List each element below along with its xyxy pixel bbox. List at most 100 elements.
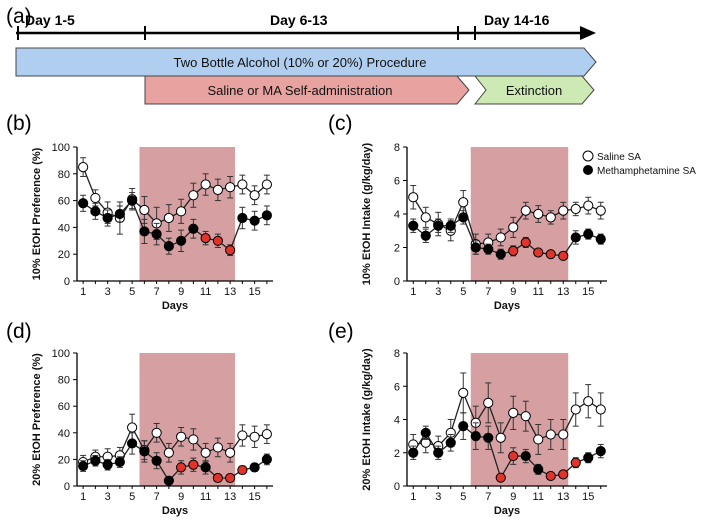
y-axis-title: 10% EtOH Preference (%) xyxy=(31,147,43,280)
y-tick-label: 2 xyxy=(394,243,400,255)
saline-data-point xyxy=(188,190,199,201)
timeline-arrowhead xyxy=(580,26,596,40)
meth-data-point xyxy=(139,446,150,457)
meth-data-point xyxy=(483,432,494,443)
x-tick-label: 9 xyxy=(510,286,516,298)
meth-data-point xyxy=(90,206,101,217)
saline-series-line xyxy=(412,196,601,245)
meth-data-point xyxy=(508,450,519,462)
x-axis-title: Days xyxy=(494,505,520,517)
x-tick-label: 9 xyxy=(510,491,516,503)
meth-data-point xyxy=(558,250,569,261)
meth-data-point xyxy=(470,431,481,442)
saline-data-point xyxy=(545,429,556,440)
meth-data-point xyxy=(433,447,444,458)
saline-data-point xyxy=(533,434,544,445)
saline-data-point xyxy=(176,431,187,442)
meth-data-point xyxy=(495,249,506,260)
y-tick-label: 0 xyxy=(64,481,70,493)
meth-data-point xyxy=(176,462,187,473)
meth-data-point xyxy=(78,198,89,209)
meth-data-point xyxy=(200,462,211,473)
y-tick-label: 20 xyxy=(58,454,70,466)
legend-label-saline: Saline SA xyxy=(597,152,641,163)
y-tick-label: 100 xyxy=(52,348,70,360)
meth-data-point xyxy=(163,241,174,252)
x-tick-label: 3 xyxy=(105,491,111,503)
y-tick-label: 0 xyxy=(394,481,400,493)
meth-data-point xyxy=(408,447,419,458)
x-tick-label: 13 xyxy=(557,286,569,298)
saline-data-point xyxy=(163,447,174,458)
saline-data-point xyxy=(139,204,150,216)
y-tick-label: 4 xyxy=(394,415,400,427)
meth-data-point xyxy=(114,456,125,468)
y-tick-label: 80 xyxy=(58,375,70,387)
x-tick-label: 7 xyxy=(485,286,491,298)
meth-data-point xyxy=(261,454,272,465)
extinction-bar xyxy=(473,75,595,105)
x-tick-label: 1 xyxy=(80,286,86,298)
y-tick-label: 0 xyxy=(394,276,400,288)
saline-data-point xyxy=(188,434,199,445)
meth-series-line xyxy=(82,442,268,482)
meth-data-point xyxy=(237,464,248,476)
saline-data-point xyxy=(508,222,519,233)
saline-data-point xyxy=(558,205,569,216)
period-label-3: Day 14-16 xyxy=(484,12,550,28)
saline-data-point xyxy=(495,432,506,443)
meth-data-point xyxy=(249,462,260,473)
saline-data-point xyxy=(225,447,236,458)
saline-data-point xyxy=(570,404,581,415)
x-tick-label: 3 xyxy=(105,286,111,298)
shaded-self-administration-region xyxy=(139,147,236,281)
saline-data-point xyxy=(558,429,569,440)
meth-data-point xyxy=(139,226,150,237)
meth-data-point xyxy=(163,475,174,486)
x-tick-label: 11 xyxy=(533,286,544,298)
x-tick-label: 5 xyxy=(129,286,135,298)
y-axis-title: 10% EtOH Intake (g/kg/day) xyxy=(361,142,373,285)
saline-data-point xyxy=(508,407,519,418)
meth-data-point xyxy=(114,208,125,220)
meth-data-point xyxy=(78,460,89,472)
x-tick-label: 15 xyxy=(582,286,594,298)
y-tick-label: 2 xyxy=(394,448,400,460)
x-tick-label: 15 xyxy=(582,491,594,503)
meth-data-point xyxy=(127,195,138,206)
x-tick-label: 3 xyxy=(435,491,441,503)
x-axis-title: Days xyxy=(162,300,188,312)
y-tick-label: 60 xyxy=(58,401,70,413)
x-tick-label: 11 xyxy=(533,491,544,503)
meth-data-point xyxy=(533,247,544,258)
panel-label-d: (d) xyxy=(6,320,32,343)
saline-series-line xyxy=(82,426,268,463)
saline-data-point xyxy=(249,190,260,201)
saline-data-point xyxy=(483,397,494,408)
meth-data-point xyxy=(90,455,101,466)
saline-data-point xyxy=(595,205,606,216)
meth-data-point xyxy=(570,457,581,468)
x-tick-label: 1 xyxy=(410,491,416,503)
x-tick-label: 15 xyxy=(249,491,261,503)
meth-data-point xyxy=(212,235,223,246)
meth-data-point xyxy=(151,229,162,240)
meth-series-line xyxy=(82,199,268,252)
saline-data-point xyxy=(595,404,606,415)
self-administration-bar xyxy=(144,75,470,105)
meth-data-point xyxy=(470,242,481,253)
meth-series-line xyxy=(412,216,601,257)
meth-data-point xyxy=(595,445,606,457)
meth-data-point xyxy=(249,215,260,226)
legend-marker-saline xyxy=(582,150,594,162)
saline-series-line xyxy=(413,391,602,447)
x-tick-label: 7 xyxy=(485,491,491,503)
meth-data-point xyxy=(188,459,199,470)
saline-data-point xyxy=(249,431,260,442)
meth-data-point xyxy=(225,472,236,484)
meth-data-point xyxy=(408,220,419,231)
x-tick-label: 1 xyxy=(410,286,416,298)
